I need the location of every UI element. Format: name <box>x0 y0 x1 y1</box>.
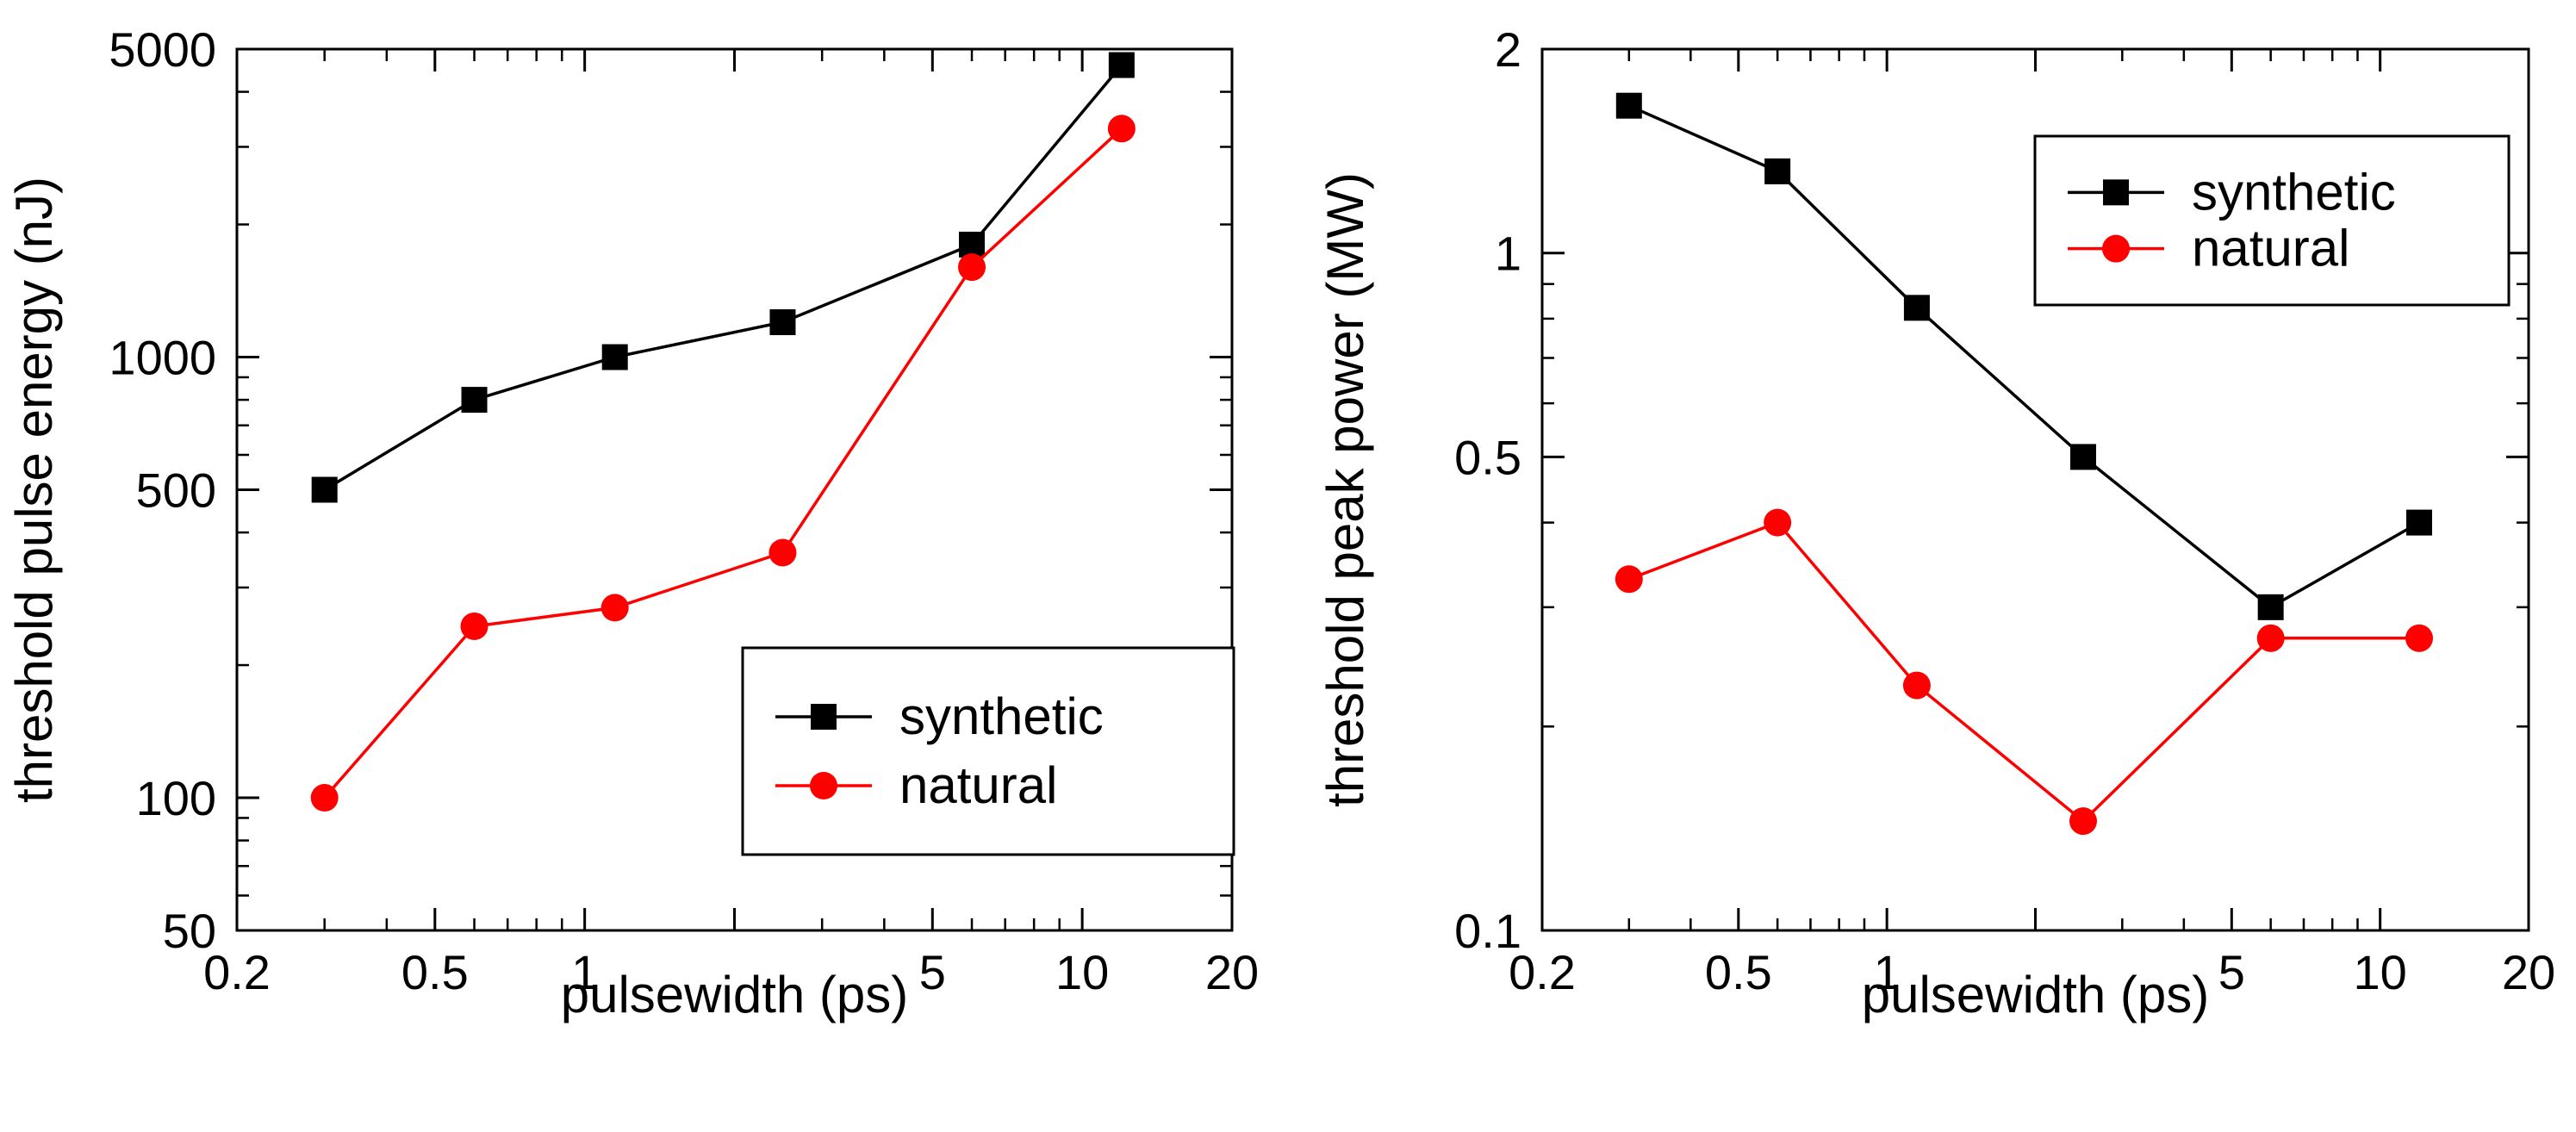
y-tick-label: 500 <box>136 463 216 518</box>
x-tick-label: 5 <box>2218 945 2245 999</box>
data-point-synthetic <box>1903 295 1930 321</box>
data-point-synthetic <box>2405 509 2432 536</box>
data-point-synthetic <box>461 387 488 414</box>
data-point-synthetic <box>1615 92 1642 119</box>
legend-label-natural: natural <box>2192 220 2349 277</box>
x-tick-label: 5 <box>919 945 946 999</box>
y-tick-label: 5000 <box>109 22 216 77</box>
y-tick-label: 50 <box>163 904 216 958</box>
x-tick-label: 0.5 <box>401 945 469 999</box>
y-tick-label: 2 <box>1495 22 1521 77</box>
y-tick-label: 100 <box>136 771 216 825</box>
legend-marker-synthetic <box>2103 179 2129 206</box>
legend-marker-synthetic <box>811 704 837 730</box>
x-tick-label: 20 <box>2502 945 2555 999</box>
legend-label-natural: natural <box>899 756 1057 814</box>
x-tick-label: 0.2 <box>1509 945 1576 999</box>
data-point-synthetic <box>769 309 796 336</box>
series-line-synthetic <box>1628 104 2420 609</box>
data-point-natural <box>1764 508 1792 537</box>
data-point-natural <box>460 612 488 640</box>
legend-box <box>2033 134 2511 307</box>
x-tick-label: 10 <box>2354 945 2407 999</box>
x-axis-label: pulsewidth (ps) <box>1862 966 2210 1023</box>
y-tick-label: 1 <box>1495 227 1521 281</box>
x-tick-label: 1 <box>571 945 598 999</box>
x-tick-label: 1 <box>1874 945 1901 999</box>
series-line-synthetic <box>323 64 1123 492</box>
chart-right-peak-power: 0.2 0.5 1 5 10 20 0.1 0.5 1 2 pulsewidth (ps) thres… <box>1316 22 2555 1023</box>
data-point-natural <box>310 784 339 812</box>
legend-marker-natural <box>2102 234 2130 263</box>
legend-label-synthetic: synthetic <box>899 687 1104 745</box>
legend-marker-natural <box>810 772 837 799</box>
legend-label-synthetic: synthetic <box>2192 163 2396 221</box>
x-tick-label: 10 <box>1055 945 1109 999</box>
y-axis-label: threshold pulse energy (nJ) <box>5 177 63 803</box>
y-tick-label: 0.1 <box>1454 904 1521 958</box>
x-axis-label: pulsewidth (ps) <box>561 966 909 1023</box>
x-tick-label: 0.5 <box>1705 945 1772 999</box>
data-point-synthetic <box>2069 444 2096 470</box>
data-point-synthetic <box>601 344 628 370</box>
data-point-synthetic <box>959 231 986 258</box>
series-line-natural <box>1628 520 2419 824</box>
x-tick-label: 0.2 <box>203 945 271 999</box>
data-point-synthetic <box>1764 158 1791 184</box>
series-line-natural <box>323 128 1123 799</box>
data-point-natural <box>1615 565 1643 594</box>
data-point-synthetic <box>2257 594 2284 620</box>
x-tick-label: 20 <box>1205 945 1259 999</box>
chart-left-pulse-energy: 0.2 0.5 1 5 10 20 50 100 500 1000 5000 pulsewidth (… <box>5 22 1259 1023</box>
data-point-natural <box>768 538 797 567</box>
data-point-natural <box>2256 624 2285 652</box>
data-point-natural <box>1107 115 1136 143</box>
data-point-natural <box>958 253 986 282</box>
data-point-natural <box>2405 624 2433 652</box>
y-axis-label: threshold peak power (MW) <box>1316 172 1374 807</box>
data-point-synthetic <box>311 476 338 503</box>
legend-box <box>741 646 1235 856</box>
y-tick-label: 0.5 <box>1454 430 1521 484</box>
data-point-natural <box>2069 807 2097 836</box>
data-point-synthetic <box>1108 52 1135 78</box>
data-point-natural <box>600 594 629 622</box>
data-point-natural <box>1902 671 1931 700</box>
y-tick-label: 1000 <box>109 331 216 385</box>
